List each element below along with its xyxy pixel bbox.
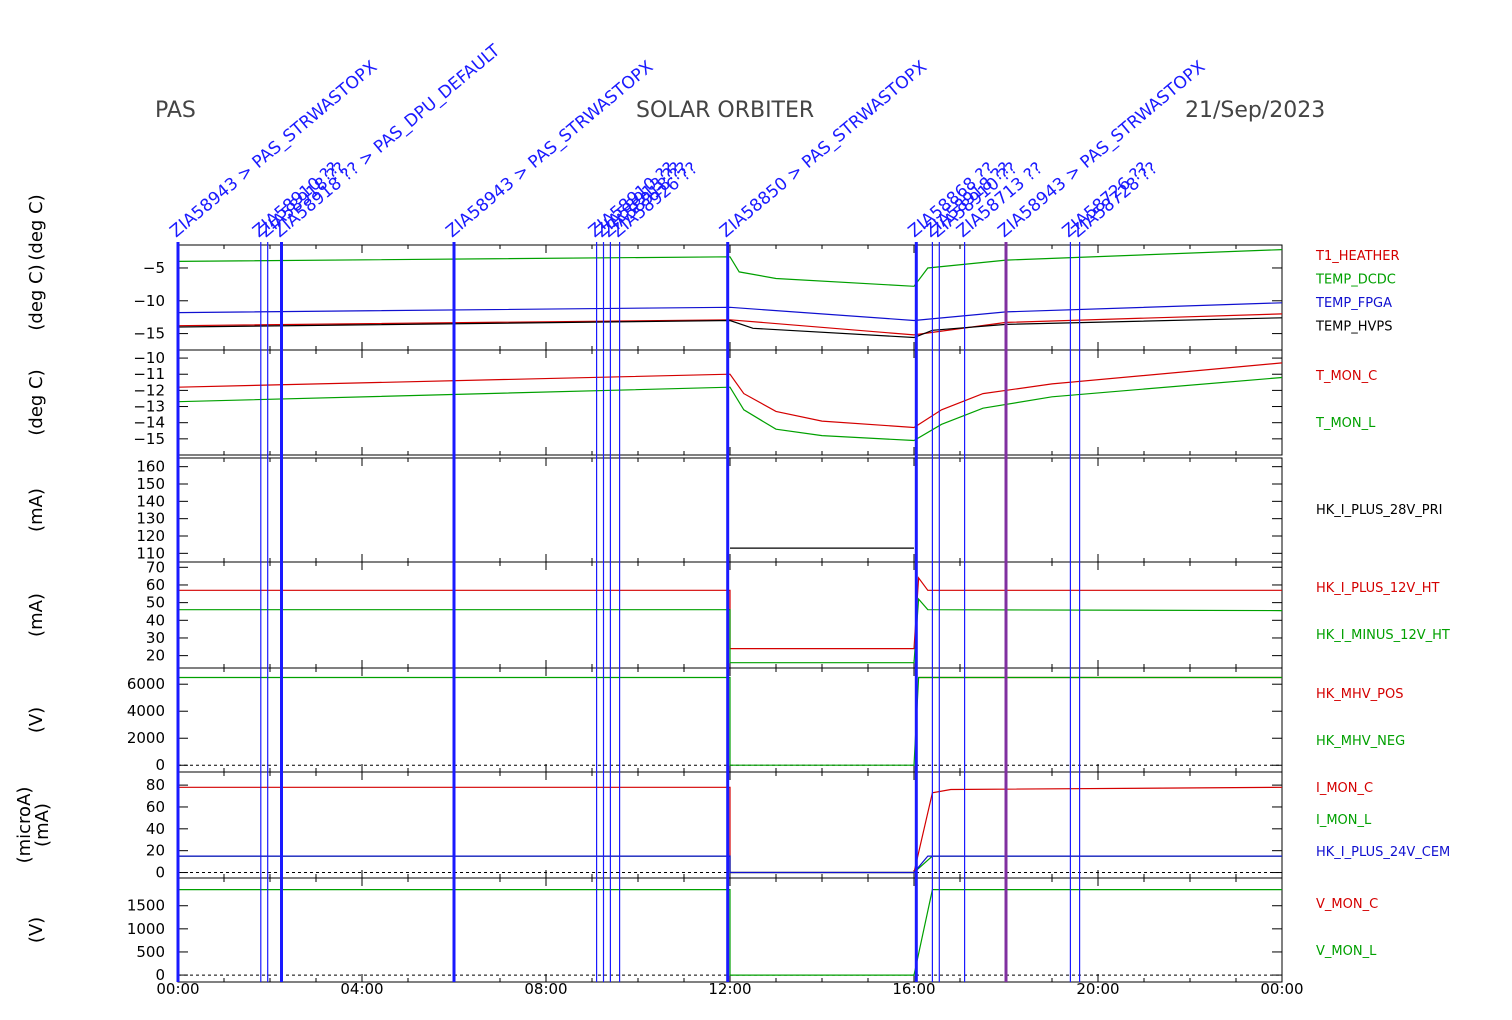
y-axis-label: (mA) (26, 488, 47, 532)
legend-entry: V_MON_C (1316, 897, 1378, 912)
x-tick-label: 04:00 (340, 980, 383, 998)
y-tick-label: 1500 (127, 897, 165, 915)
header-center: SOLAR ORBITER (636, 98, 814, 123)
y-tick-label: 50 (146, 594, 165, 612)
panel-2: −10−11−12−13−14−15 (deg C) T_MON_C T_MON_L (26, 349, 1377, 456)
y-tick-label: 20 (146, 647, 165, 665)
y-tick-label: 160 (136, 458, 165, 476)
y-tick-label: −14 (133, 414, 165, 432)
x-axis: 00:00 04:00 08:00 12:00 16:00 20:00 00:00 (156, 980, 1303, 998)
y-tick-label: −15 (133, 325, 165, 343)
header: PAS SOLAR ORBITER 21/Sep/2023 (155, 98, 1325, 123)
series-line-temp-dcdc (177, 249, 1283, 287)
y-tick-label: −15 (133, 430, 165, 448)
y-tick-label: 130 (136, 510, 165, 528)
y-tick-label: −11 (133, 365, 165, 383)
y-tick-label: −10 (133, 349, 165, 367)
y-axis-label-extra: (deg C) (26, 194, 47, 260)
y-axis-label: (deg C) (26, 264, 47, 330)
y-tick-label: 40 (146, 820, 165, 838)
series-line-t-mon-l (177, 376, 1283, 442)
y-tick-label: 0 (155, 864, 165, 882)
y-tick-label: 0 (155, 966, 165, 984)
panel-1: −5 −10 −15 (deg C) (deg C) T1_HEATHER TEMP_DCD… (26, 194, 1400, 351)
y-tick-label: 150 (136, 475, 165, 493)
y-tick-label: 20 (146, 842, 165, 860)
y-tick-label: −13 (133, 398, 165, 416)
y-axis-label: (V) (26, 917, 47, 943)
series-line-temp-hvps (177, 317, 1283, 339)
y-axis-label: (deg C) (26, 369, 47, 435)
y-tick-label: −5 (143, 259, 165, 277)
series-line-temp-fpga (177, 302, 1283, 322)
series-line-hk-i-minus-12v-ht (178, 597, 1283, 664)
panel-frame (177, 244, 1283, 351)
panel-7: 0 500 1000 1500 (V) V_MON_C V_MON_L (26, 877, 1378, 984)
y-tick-label: 40 (146, 611, 165, 629)
x-tick-label: 08:00 (524, 980, 567, 998)
y-tick-label: 0 (155, 756, 165, 774)
legend-entry: TEMP_HVPS (1315, 320, 1392, 335)
series-line-hk-i-plus-12v-ht (178, 576, 1282, 650)
x-tick-label: 00:00 (1260, 980, 1303, 998)
legend-entry: T1_HEATHER (1315, 249, 1400, 264)
y-tick-label: 70 (146, 558, 165, 576)
series-line-t-mon-c (177, 362, 1283, 429)
legend-entry: TEMP_FPGA (1315, 296, 1392, 311)
legend-entry: HK_I_PLUS_28V_PRI (1316, 503, 1442, 518)
event-lines (176, 242, 1081, 982)
legend-entry: HK_MHV_NEG (1316, 734, 1405, 749)
legend-entry: T_MON_C (1315, 369, 1377, 384)
panel-frame (177, 349, 1283, 456)
y-tick-label: 1000 (127, 920, 165, 938)
y-tick-label: 60 (146, 798, 165, 816)
panel-6: 0 20 40 60 80 (mA)(microA) I_MON_C I_MON_L HK_I_… (14, 771, 1450, 882)
series-line-hk-i-plus-24v-cem (178, 855, 1282, 874)
panels: −5 −10 −15 (deg C) (deg C) T1_HEATHER TEMP_DCD… (14, 194, 1450, 984)
header-left: PAS (155, 98, 196, 123)
y-tick-label: 4000 (127, 702, 165, 720)
legend-entry: I_MON_C (1316, 781, 1373, 796)
y-tick-label: −10 (133, 292, 165, 310)
panel-frame (177, 457, 1283, 563)
y-axis-label-secondary: (microA) (14, 787, 35, 864)
y-axis-label: (mA) (32, 803, 53, 847)
x-tick-label: 20:00 (1076, 980, 1119, 998)
legend-entry: TEMP_DCDC (1315, 273, 1396, 288)
y-tick-label: 6000 (127, 675, 165, 693)
y-tick-label: 120 (136, 527, 165, 545)
legend-entry: HK_I_MINUS_12V_HT (1316, 628, 1450, 643)
legend-entry: HK_I_PLUS_12V_HT (1316, 581, 1440, 596)
legend-entry: T_MON_L (1315, 416, 1376, 431)
series-line-t1-heather (177, 313, 1283, 336)
event-label: ZIA58850 > PAS_STRWASTOPX (716, 57, 931, 242)
y-tick-label: 140 (136, 492, 165, 510)
series-line-v-mon-l (178, 889, 1282, 976)
y-tick-label: 60 (146, 576, 165, 594)
y-axis-label: (V) (26, 707, 47, 733)
header-date: 21/Sep/2023 (1185, 98, 1325, 123)
y-tick-label: 2000 (127, 729, 165, 747)
series-line-hk-mhv-neg (178, 676, 1282, 766)
x-tick-label: 12:00 (708, 980, 751, 998)
legend-entry: V_MON_L (1316, 944, 1377, 959)
legend-entry: I_MON_L (1316, 813, 1372, 828)
y-axis-label: (mA) (26, 593, 47, 637)
y-tick-label: 30 (146, 629, 165, 647)
legend-entry: HK_I_PLUS_24V_CEM (1316, 845, 1450, 860)
y-tick-label: 500 (136, 943, 165, 961)
panel-5: 0 2000 4000 6000 (V) HK_MHV_POS HK_MHV_NEG (26, 667, 1405, 774)
y-tick-label: 110 (136, 544, 165, 562)
y-tick-label: −12 (133, 381, 165, 399)
x-tick-label: 16:00 (892, 980, 935, 998)
legend-entry: HK_MHV_POS (1316, 687, 1404, 702)
y-tick-label: 80 (146, 776, 165, 794)
x-tick-label: 00:00 (156, 980, 199, 998)
